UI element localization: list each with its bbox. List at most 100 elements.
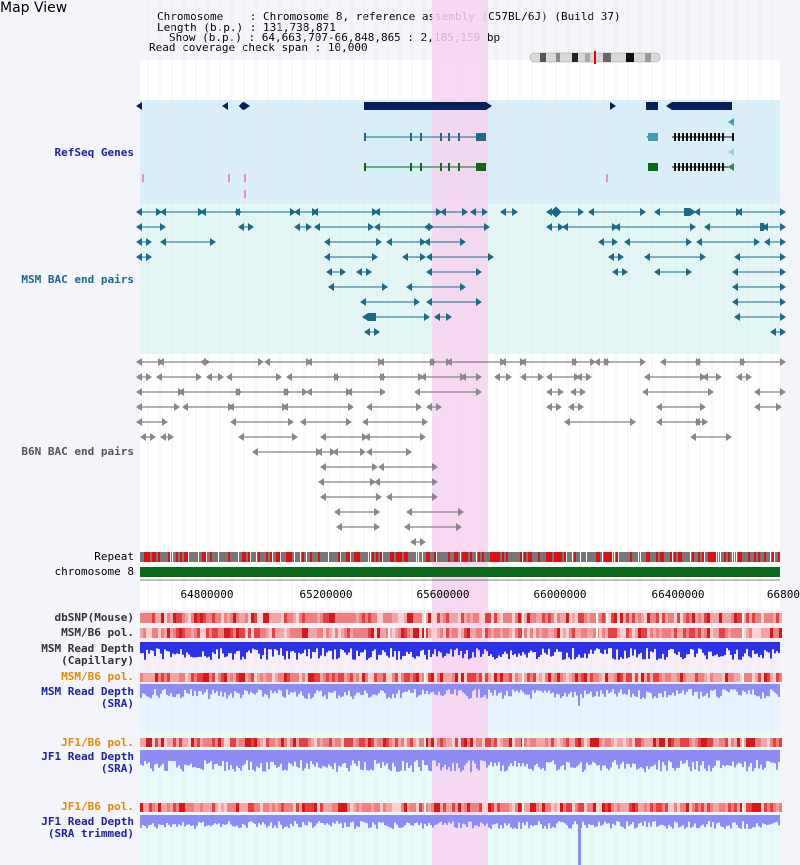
bac-end-marker bbox=[500, 358, 506, 366]
heat-cell bbox=[434, 738, 437, 747]
depth-bar bbox=[714, 815, 716, 829]
depth-bar bbox=[188, 750, 190, 766]
track-label-msm-depth-sra[interactable]: MSM Read Depth (SRA) bbox=[0, 686, 134, 710]
depth-bar bbox=[476, 815, 478, 826]
depth-bar bbox=[602, 815, 604, 825]
heat-cell bbox=[287, 803, 290, 812]
depth-bar bbox=[406, 642, 408, 652]
depth-bar bbox=[404, 642, 406, 656]
highlight-region[interactable] bbox=[432, 0, 488, 865]
heat-cell bbox=[227, 803, 230, 812]
heat-cell bbox=[575, 613, 578, 623]
msm-bac-track[interactable] bbox=[136, 206, 786, 336]
depth-bar bbox=[708, 815, 710, 822]
heat-cell bbox=[596, 803, 599, 812]
bac-end-marker bbox=[136, 223, 142, 231]
heat-cell bbox=[638, 613, 641, 623]
depth-bar bbox=[318, 750, 320, 768]
track-label-jf1-b6-pol[interactable]: JF1/B6 pol. bbox=[61, 736, 134, 749]
repeat-element bbox=[470, 552, 472, 562]
heat-cell bbox=[341, 673, 344, 682]
heat-cell bbox=[620, 738, 623, 747]
heat-cell bbox=[527, 613, 530, 623]
chromosome-ideogram[interactable] bbox=[529, 51, 661, 64]
heat-cell bbox=[221, 738, 224, 747]
track-label-jf1-depth[interactable]: JF1 Read Depth (SRA) bbox=[0, 751, 134, 775]
depth-bar bbox=[720, 815, 722, 827]
track-label-b6n-bac[interactable]: B6N BAC end pairs bbox=[21, 445, 134, 458]
depth-bar bbox=[280, 642, 282, 649]
track-label-msm-bac[interactable]: MSM BAC end pairs bbox=[21, 273, 134, 286]
depth-bar bbox=[682, 815, 684, 826]
heat-cell bbox=[548, 613, 551, 623]
track-label-msm-b6-pol[interactable]: MSM/B6 pol. bbox=[61, 626, 134, 639]
heat-cell bbox=[272, 628, 275, 638]
depth-bar bbox=[772, 642, 774, 650]
heat-cell bbox=[236, 738, 239, 747]
bac-end-marker bbox=[346, 418, 352, 426]
heat-cell bbox=[719, 673, 722, 682]
heat-cell bbox=[662, 613, 665, 623]
depth-bar bbox=[552, 815, 554, 827]
depth-bar bbox=[728, 750, 730, 766]
depth-bar bbox=[632, 684, 634, 694]
heat-cell bbox=[686, 673, 689, 682]
depth-bar bbox=[558, 684, 560, 695]
track-label-jf1-b6-pol-trimmed[interactable]: JF1/B6 pol. bbox=[61, 800, 134, 813]
depth-bar bbox=[190, 642, 192, 657]
heat-cell bbox=[647, 628, 650, 638]
depth-bar bbox=[392, 684, 394, 694]
depth-bar bbox=[298, 750, 300, 768]
b6n-bac-track[interactable] bbox=[136, 358, 786, 546]
bac-end-marker bbox=[282, 388, 288, 396]
depth-bar bbox=[694, 750, 696, 770]
repeat-gap bbox=[602, 552, 603, 562]
bac-end-marker bbox=[776, 403, 782, 411]
heat-cell bbox=[743, 738, 746, 747]
bac-end-marker bbox=[410, 538, 416, 546]
depth-bar bbox=[394, 750, 396, 767]
bac-end-marker bbox=[558, 388, 564, 396]
bac-end-marker bbox=[178, 388, 184, 396]
depth-bar bbox=[204, 815, 206, 827]
track-label-msm-b6-pol-sra[interactable]: MSM/B6 pol. bbox=[61, 670, 134, 683]
repeat-element bbox=[564, 552, 566, 562]
heat-cell bbox=[554, 628, 557, 638]
depth-bar bbox=[540, 815, 542, 825]
heat-cell bbox=[671, 803, 674, 812]
heat-cell bbox=[578, 613, 581, 623]
track-label-refseq[interactable]: RefSeq Genes bbox=[54, 146, 134, 159]
depth-bar bbox=[724, 642, 726, 656]
heat-cell bbox=[158, 613, 161, 623]
depth-bar bbox=[270, 815, 272, 823]
depth-bar bbox=[144, 750, 146, 761]
depth-bar bbox=[184, 642, 186, 658]
depth-bar bbox=[552, 642, 554, 656]
depth-bar bbox=[490, 815, 492, 829]
depth-bar bbox=[302, 642, 304, 654]
depth-bar bbox=[776, 642, 778, 652]
heat-cell bbox=[149, 628, 152, 638]
depth-bar bbox=[774, 750, 776, 764]
heat-cell bbox=[620, 803, 623, 812]
bac-end-marker bbox=[346, 388, 352, 396]
depth-bar bbox=[146, 750, 148, 764]
depth-bar bbox=[412, 750, 414, 772]
track-label-msm-depth-capillary[interactable]: MSM Read Depth (Capillary) bbox=[0, 643, 134, 667]
depth-bar bbox=[446, 815, 448, 825]
heat-cell bbox=[644, 613, 647, 623]
depth-bar bbox=[260, 815, 262, 825]
heat-cell bbox=[554, 613, 557, 623]
bac-end-marker bbox=[696, 238, 702, 246]
depth-bar bbox=[392, 815, 394, 829]
heat-cell bbox=[539, 803, 542, 812]
refseq-genes-track[interactable] bbox=[136, 101, 734, 198]
track-label-dbsnp[interactable]: dbSNP(Mouse) bbox=[54, 611, 134, 624]
depth-bar bbox=[614, 750, 616, 761]
track-label-jf1-depth-trimmed[interactable]: JF1 Read Depth (SRA trimmed) bbox=[0, 816, 134, 840]
depth-bar bbox=[416, 750, 418, 761]
depth-bar bbox=[688, 684, 690, 690]
repeat-element bbox=[680, 552, 682, 562]
depth-bar bbox=[696, 815, 698, 829]
